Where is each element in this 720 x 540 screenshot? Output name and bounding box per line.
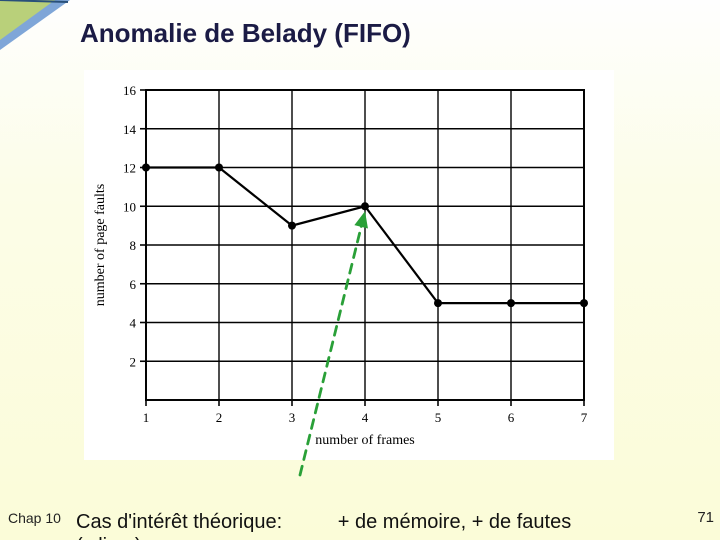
caption-part2: + de mémoire, + de fautes — [338, 511, 571, 533]
svg-text:4: 4 — [362, 410, 369, 425]
corner-accent — [0, 0, 70, 50]
svg-text:5: 5 — [435, 410, 442, 425]
svg-text:6: 6 — [130, 277, 137, 292]
footer-chapter: Chap 10 — [8, 510, 61, 526]
page-number: 71 — [697, 509, 714, 526]
svg-text:6: 6 — [508, 410, 515, 425]
svg-text:16: 16 — [123, 83, 137, 98]
svg-text:12: 12 — [123, 161, 136, 176]
svg-text:8: 8 — [130, 238, 137, 253]
slide-background: Anomalie de Belady (FIFO) 12345672468101… — [0, 0, 720, 540]
belady-chart: 1234567246810121416number of framesnumbe… — [84, 70, 614, 460]
svg-text:14: 14 — [123, 122, 137, 137]
chart-svg: 1234567246810121416number of framesnumbe… — [84, 70, 614, 460]
svg-text:3: 3 — [289, 410, 296, 425]
svg-text:2: 2 — [216, 410, 223, 425]
svg-text:7: 7 — [581, 410, 588, 425]
caption-line: Cas d'intérêt théorique: + de mémoire, +… — [76, 511, 571, 534]
svg-text:2: 2 — [130, 354, 137, 369]
caption-part1: Cas d'intérêt théorique: — [76, 511, 282, 533]
slide-title: Anomalie de Belady (FIFO) — [80, 18, 411, 49]
svg-text:1: 1 — [143, 410, 150, 425]
svg-text:number of frames: number of frames — [315, 433, 415, 448]
svg-text:10: 10 — [123, 199, 136, 214]
caption-second-line: (v livre) — [76, 535, 142, 540]
svg-text:number of page faults: number of page faults — [93, 184, 108, 306]
svg-text:4: 4 — [130, 316, 137, 331]
